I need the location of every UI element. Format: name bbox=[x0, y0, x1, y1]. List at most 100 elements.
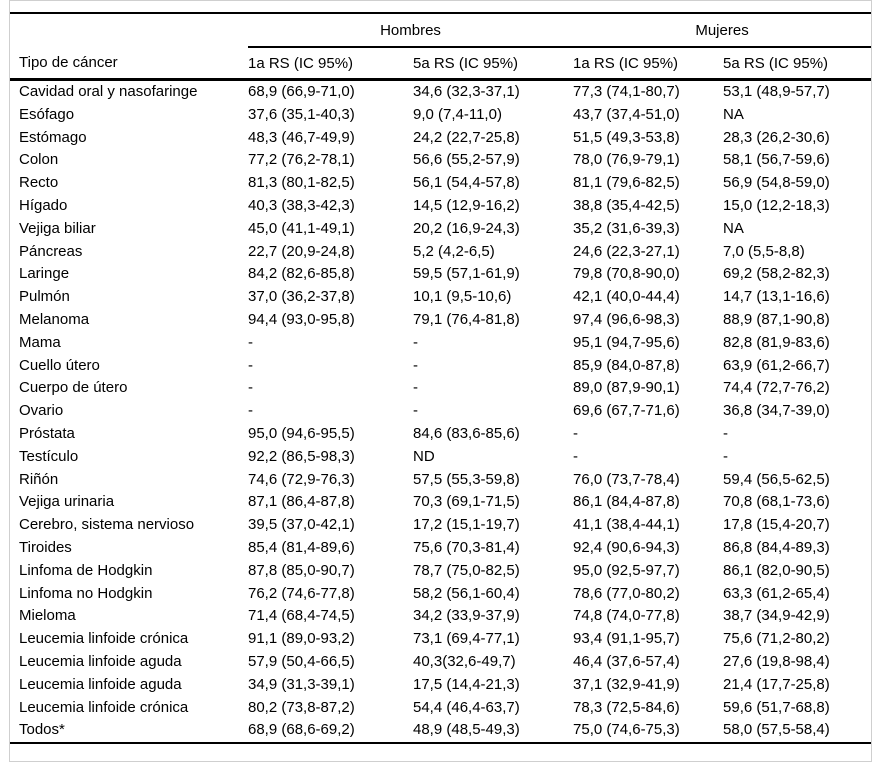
value-cell: 74,6 (72,9-76,3) bbox=[248, 470, 355, 488]
value-cell: 45,0 (41,1-49,1) bbox=[248, 219, 355, 237]
cancer-type-cell: Hígado bbox=[19, 196, 68, 214]
table-row: Laringe 84,2 (82,6-85,8) 59,5 (57,1-61,9) 7… bbox=[10, 263, 871, 286]
value-cell: 95,1 (94,7-95,6) bbox=[573, 333, 680, 351]
value-cell: 34,9 (31,3-39,1) bbox=[248, 675, 355, 693]
cancer-type-cell: Melanoma bbox=[19, 310, 90, 328]
table-row: Leucemia linfoide aguda 34,9 (31,3-39,1) 1… bbox=[10, 674, 871, 697]
value-cell: 86,1 (82,0-90,5) bbox=[723, 561, 830, 579]
value-cell: 48,3 (46,7-49,9) bbox=[248, 128, 355, 146]
value-cell: 54,4 (46,4-63,7) bbox=[413, 698, 520, 716]
value-cell: 77,3 (74,1-80,7) bbox=[573, 83, 680, 100]
value-cell: 85,4 (81,4-89,6) bbox=[248, 538, 355, 556]
cancer-type-cell: Próstata bbox=[19, 424, 75, 442]
cancer-type-cell: Vejiga biliar bbox=[19, 219, 96, 237]
value-cell: 89,0 (87,9-90,1) bbox=[573, 379, 680, 397]
value-cell: 75,0 (74,6-75,3) bbox=[573, 721, 680, 739]
cancer-type-cell: Páncreas bbox=[19, 242, 83, 260]
value-cell: 38,8 (35,4-42,5) bbox=[573, 196, 680, 214]
value-cell: - bbox=[248, 379, 253, 397]
cancer-type-cell: Linfoma de Hodgkin bbox=[19, 561, 153, 579]
value-cell: 17,8 (15,4-20,7) bbox=[723, 516, 830, 534]
value-cell: 75,6 (70,3-81,4) bbox=[413, 538, 520, 556]
value-cell: 14,7 (13,1-16,6) bbox=[723, 288, 830, 306]
table-row: Leucemia linfoide crónica 80,2 (73,8-87,2… bbox=[10, 697, 871, 720]
value-cell: 34,2 (33,9-37,9) bbox=[413, 607, 520, 625]
value-cell: 93,4 (91,1-95,7) bbox=[573, 630, 680, 648]
table-row: Próstata 95,0 (94,6-95,5) 84,6 (83,6-85,6)… bbox=[10, 423, 871, 446]
cancer-type-cell: Leucemia linfoide crónica bbox=[19, 630, 189, 648]
value-cell: 5,2 (4,2-6,5) bbox=[413, 242, 495, 260]
cancer-type-cell: Leucemia linfoide aguda bbox=[19, 652, 182, 670]
table-row: Ovario - - 69,6 (67,7-71,6) 36,8 (34,7-39,0) bbox=[10, 400, 871, 423]
table-row: Colon 77,2 (76,2-78,1) 56,6 (55,2-57,9) 78,… bbox=[10, 149, 871, 172]
value-cell: 36,8 (34,7-39,0) bbox=[723, 402, 830, 420]
value-cell: 92,2 (86,5-98,3) bbox=[248, 447, 355, 465]
table-row: Mieloma 71,4 (68,4-74,5) 34,2 (33,9-37,9) 7… bbox=[10, 605, 871, 628]
value-cell: 56,1 (54,4-57,8) bbox=[413, 174, 520, 192]
table-row: Cuerpo de útero - - 89,0 (87,9-90,1) 74,4 (7… bbox=[10, 377, 871, 400]
survival-table: Hombres Mujeres Tipo de cáncer 1a RS (IC… bbox=[10, 12, 871, 745]
table-row: Hígado 40,3 (38,3-42,3) 14,5 (12,9-16,2) 38… bbox=[10, 195, 871, 218]
value-cell: 77,2 (76,2-78,1) bbox=[248, 151, 355, 169]
value-cell: 59,4 (56,5-62,5) bbox=[723, 470, 830, 488]
value-cell: 40,3 (38,3-42,3) bbox=[248, 196, 355, 214]
table-row: Cavidad oral y nasofaringe 68,9 (66,9-71,… bbox=[10, 80, 871, 104]
value-cell: 37,1 (32,9-41,9) bbox=[573, 675, 680, 693]
value-cell: 76,0 (73,7-78,4) bbox=[573, 470, 680, 488]
value-cell: 43,7 (37,4-51,0) bbox=[573, 105, 680, 123]
value-cell: 88,9 (87,1-90,8) bbox=[723, 310, 830, 328]
column-header-mujeres-1a-rs: 1a RS (IC 95%) bbox=[573, 54, 679, 72]
group-header-row: Hombres Mujeres bbox=[10, 13, 871, 48]
value-cell: 68,9 (68,6-69,2) bbox=[248, 721, 355, 739]
value-cell: 20,2 (16,9-24,3) bbox=[413, 219, 520, 237]
table-header: Hombres Mujeres Tipo de cáncer 1a RS (IC… bbox=[10, 13, 871, 80]
table-row: Testículo 92,2 (86,5-98,3) ND - - bbox=[10, 446, 871, 469]
value-cell: 78,3 (72,5-84,6) bbox=[573, 698, 680, 716]
table-body: Cavidad oral y nasofaringe 68,9 (66,9-71,… bbox=[10, 80, 871, 744]
value-cell: 10,1 (9,5-10,6) bbox=[413, 288, 512, 306]
value-cell: 58,0 (57,5-58,4) bbox=[723, 721, 830, 739]
value-cell: NA bbox=[723, 219, 744, 237]
cancer-type-cell: Estómago bbox=[19, 128, 87, 146]
value-cell: - bbox=[723, 447, 729, 465]
value-cell: 81,1 (79,6-82,5) bbox=[573, 174, 680, 192]
cancer-type-cell: Esófago bbox=[19, 105, 75, 123]
value-cell: 78,0 (76,9-79,1) bbox=[573, 151, 680, 169]
value-cell: 39,5 (37,0-42,1) bbox=[248, 516, 355, 534]
value-cell: 79,8 (70,8-90,0) bbox=[573, 265, 680, 283]
cancer-type-cell: Leucemia linfoide aguda bbox=[19, 675, 182, 693]
value-cell: - bbox=[248, 356, 253, 374]
value-cell: 87,1 (86,4-87,8) bbox=[248, 493, 355, 511]
cancer-type-cell: Cerebro, sistema nervioso bbox=[19, 516, 195, 534]
value-cell: 81,3 (80,1-82,5) bbox=[248, 174, 355, 192]
table-row: Recto 81,3 (80,1-82,5) 56,1 (54,4-57,8) 81,… bbox=[10, 172, 871, 195]
table-row: Mama - - 95,1 (94,7-95,6) 82,8 (81,9-83,6) bbox=[10, 332, 871, 355]
table-row: Páncreas 22,7 (20,9-24,8) 5,2 (4,2-6,5) 24,… bbox=[10, 241, 871, 264]
value-cell: 84,2 (82,6-85,8) bbox=[248, 265, 355, 283]
value-cell: - bbox=[573, 447, 579, 465]
value-cell: - bbox=[413, 356, 418, 374]
value-cell: 70,8 (68,1-73,6) bbox=[723, 493, 830, 511]
value-cell: 41,1 (38,4-44,1) bbox=[573, 516, 680, 534]
cancer-type-cell: Pulmón bbox=[19, 288, 70, 306]
sub-header-row: Tipo de cáncer 1a RS (IC 95%) 5a RS (IC … bbox=[10, 47, 871, 80]
value-cell: 35,2 (31,6-39,3) bbox=[573, 219, 680, 237]
value-cell: 95,0 (94,6-95,5) bbox=[248, 424, 355, 442]
value-cell: 59,5 (57,1-61,9) bbox=[413, 265, 520, 283]
value-cell: 42,1 (40,0-44,4) bbox=[573, 288, 680, 306]
value-cell: 94,4 (93,0-95,8) bbox=[248, 310, 355, 328]
value-cell: 74,4 (72,7-76,2) bbox=[723, 379, 830, 397]
group-header-mujeres: Mujeres bbox=[573, 13, 871, 48]
value-cell: 76,2 (74,6-77,8) bbox=[248, 584, 355, 602]
value-cell: 86,1 (84,4-87,8) bbox=[573, 493, 680, 511]
value-cell: 73,1 (69,4-77,1) bbox=[413, 630, 520, 648]
value-cell: 87,8 (85,0-90,7) bbox=[248, 561, 355, 579]
cancer-type-cell: Tiroides bbox=[19, 538, 72, 556]
value-cell: 56,6 (55,2-57,9) bbox=[413, 151, 520, 169]
value-cell: 57,5 (55,3-59,8) bbox=[413, 470, 520, 488]
value-cell: 68,9 (66,9-71,0) bbox=[248, 83, 355, 100]
table-row: Linfoma no Hodgkin 76,2 (74,6-77,8) 58,2 (… bbox=[10, 583, 871, 606]
value-cell: 59,6 (51,7-68,8) bbox=[723, 698, 830, 716]
cancer-type-cell: Todos* bbox=[19, 721, 65, 739]
value-cell: 37,0 (36,2-37,8) bbox=[248, 288, 355, 306]
